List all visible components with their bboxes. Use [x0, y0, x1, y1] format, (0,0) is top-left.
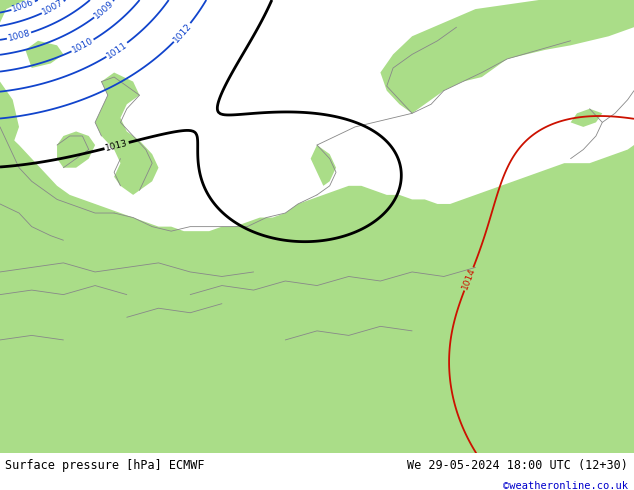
Text: 1009: 1009 [93, 0, 115, 21]
Text: 1006: 1006 [11, 0, 36, 14]
Polygon shape [25, 41, 63, 68]
Text: 1014: 1014 [460, 267, 477, 291]
Text: 1012: 1012 [171, 21, 193, 44]
Polygon shape [311, 145, 336, 186]
Text: 1008: 1008 [7, 29, 31, 43]
Text: 1007: 1007 [41, 0, 65, 17]
Polygon shape [57, 131, 95, 168]
Text: ©weatheronline.co.uk: ©weatheronline.co.uk [503, 481, 628, 490]
Text: Surface pressure [hPa] ECMWF: Surface pressure [hPa] ECMWF [5, 459, 205, 471]
Polygon shape [0, 127, 634, 453]
Polygon shape [95, 73, 158, 195]
Text: We 29-05-2024 18:00 UTC (12+30): We 29-05-2024 18:00 UTC (12+30) [407, 459, 628, 471]
Polygon shape [380, 0, 634, 113]
Text: 1013: 1013 [105, 138, 129, 153]
Text: 1010: 1010 [70, 36, 95, 55]
Polygon shape [0, 0, 25, 159]
Polygon shape [571, 109, 602, 127]
Text: 1011: 1011 [105, 40, 129, 60]
